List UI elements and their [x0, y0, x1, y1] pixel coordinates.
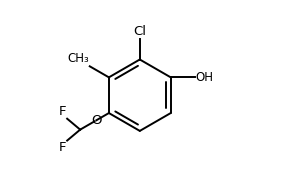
- Text: F: F: [59, 105, 66, 118]
- Text: Cl: Cl: [133, 25, 146, 38]
- Text: OH: OH: [195, 71, 213, 84]
- Text: CH₃: CH₃: [67, 53, 89, 65]
- Text: F: F: [59, 141, 66, 154]
- Text: O: O: [91, 114, 102, 127]
